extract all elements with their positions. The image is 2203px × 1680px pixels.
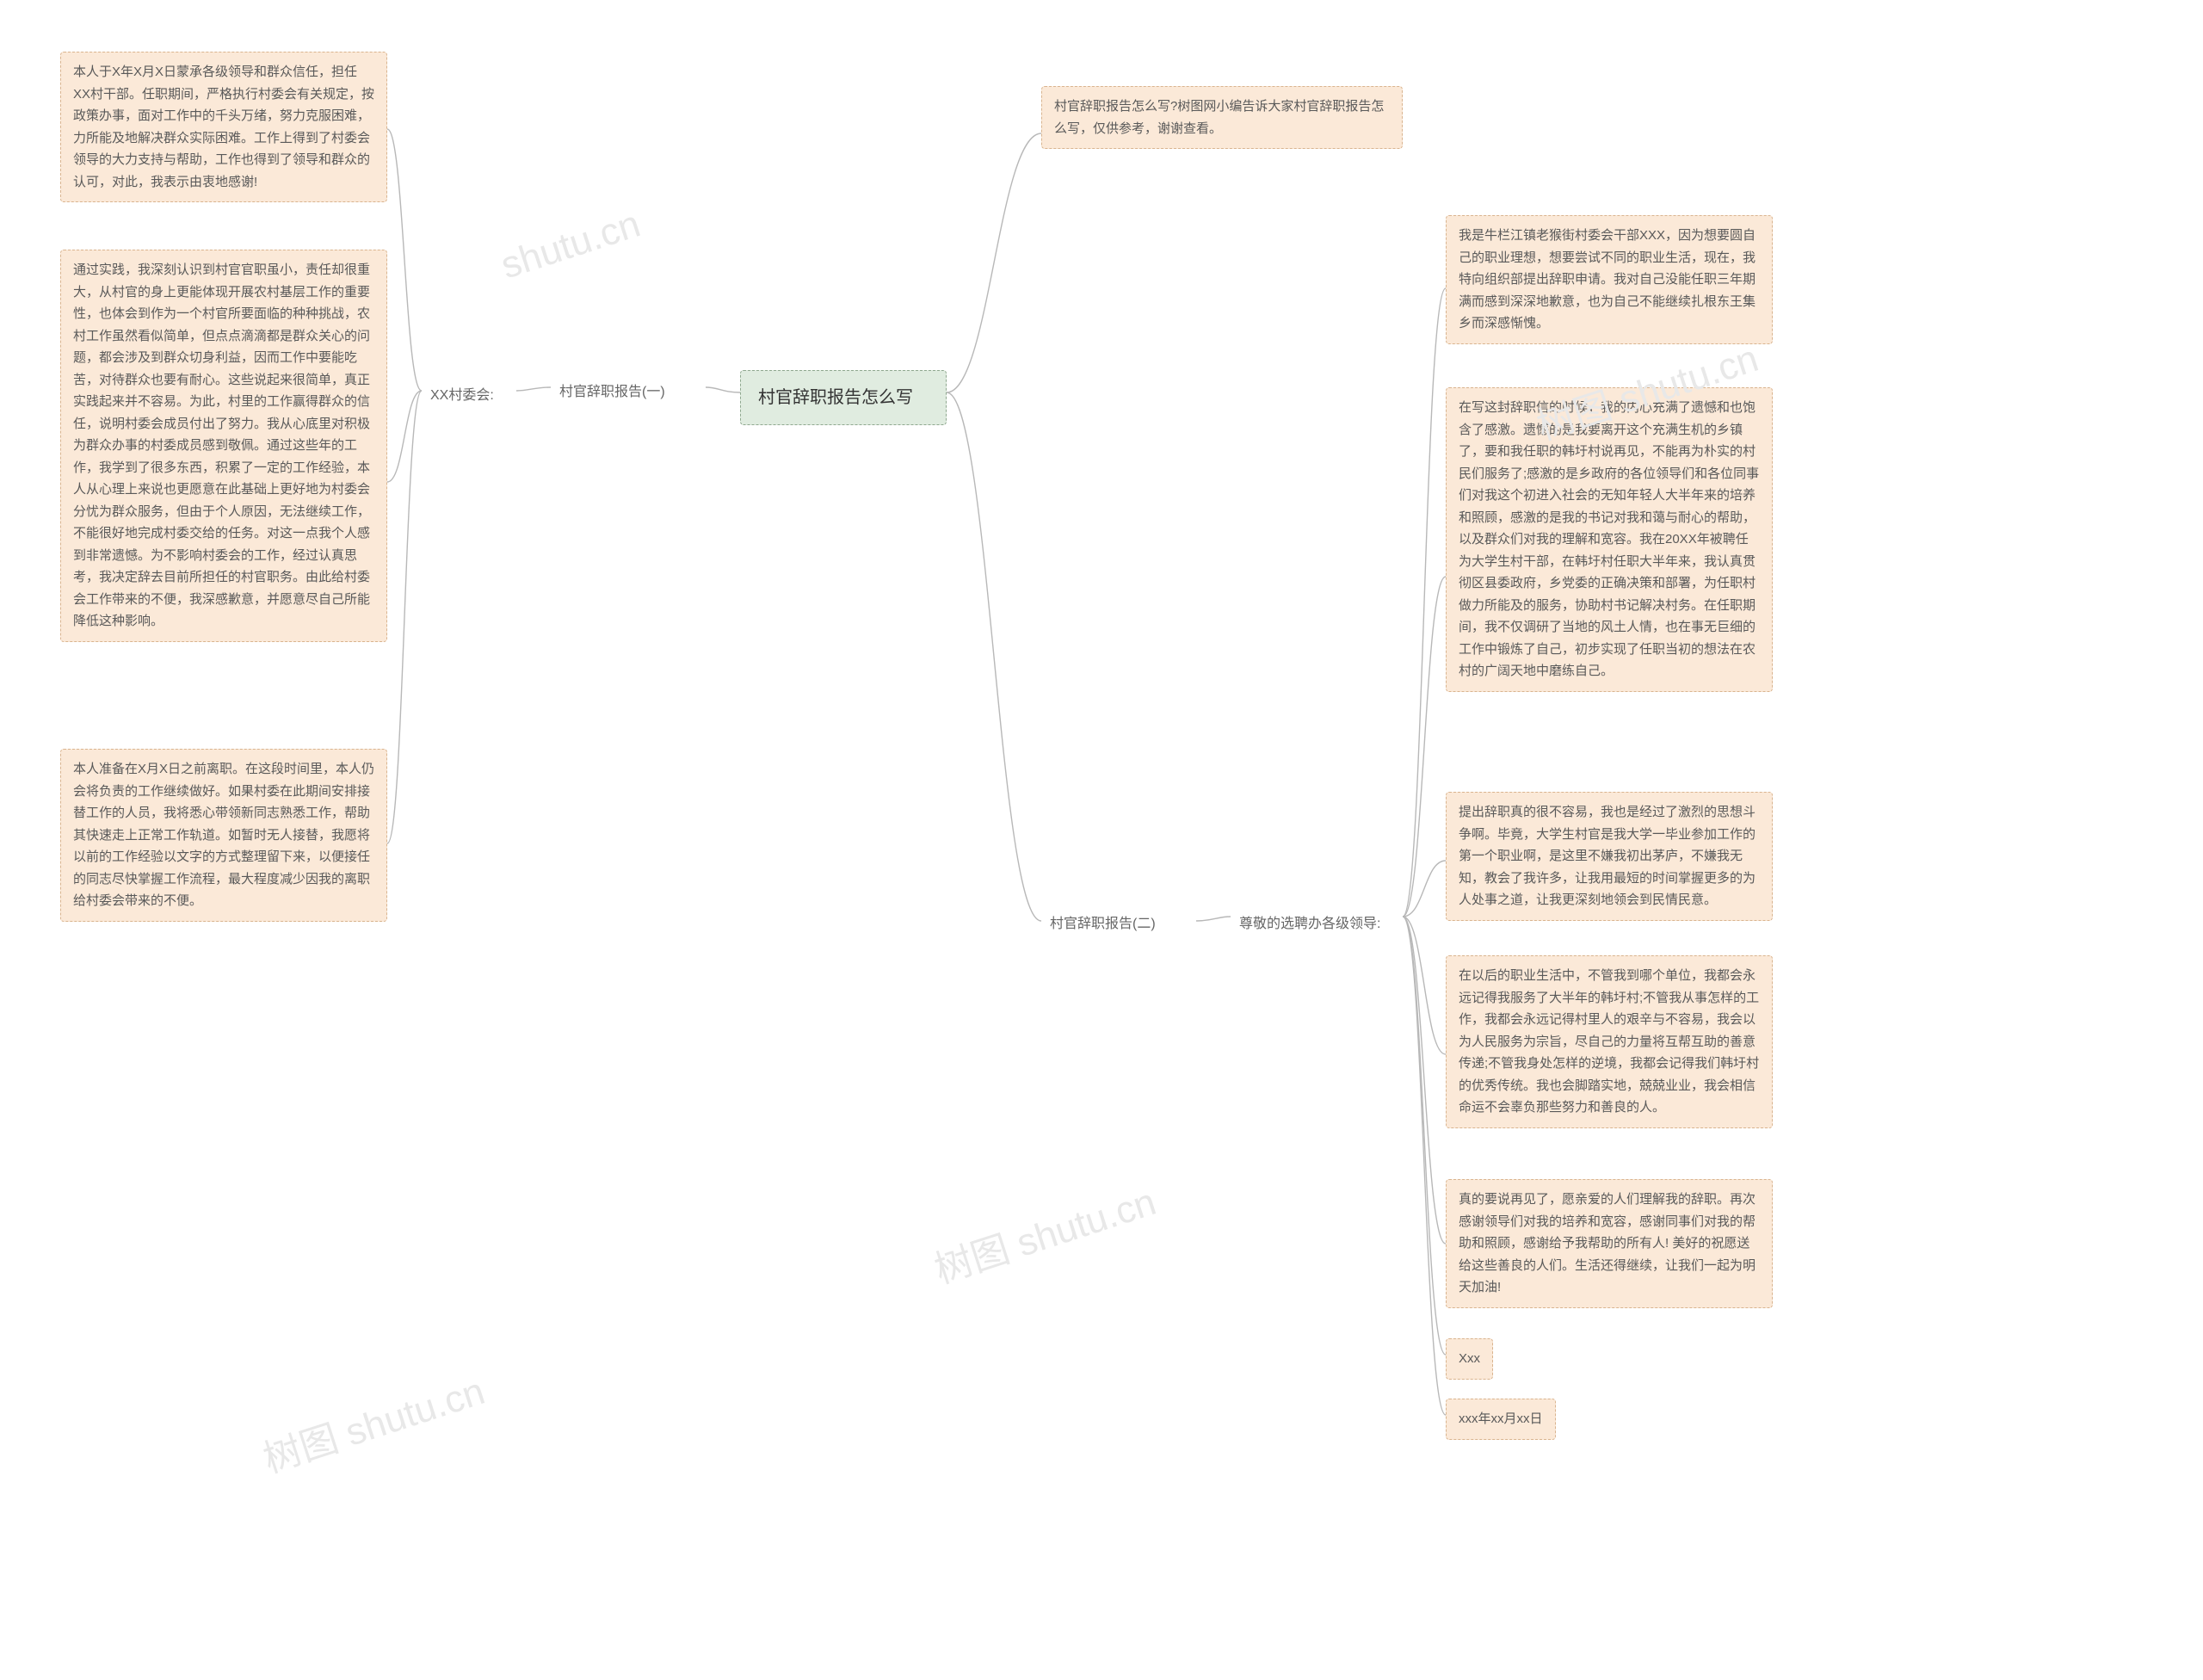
intro-text: 村官辞职报告怎么写?树图网小编告诉大家村官辞职报告怎么写，仅供参考，谢谢查看。: [1054, 99, 1384, 136]
report1-addressee[interactable]: XX村委会:: [422, 379, 503, 412]
report2-label[interactable]: 村官辞职报告(二): [1041, 907, 1164, 941]
report2-para1[interactable]: 我是牛栏江镇老猴街村委会干部XXX，因为想要圆自己的职业理想，想要尝试不同的职业…: [1446, 215, 1773, 344]
report2-para5[interactable]: 真的要说再见了，愿亲爱的人们理解我的辞职。再次感谢领导们对我的培养和宽容，感谢同…: [1446, 1179, 1773, 1308]
report2-para4[interactable]: 在以后的职业生活中，不管我到哪个单位，我都会永远记得我服务了大半年的韩圩村;不管…: [1446, 955, 1773, 1128]
intro-node[interactable]: 村官辞职报告怎么写?树图网小编告诉大家村官辞职报告怎么写，仅供参考，谢谢查看。: [1041, 86, 1403, 149]
report1-para3[interactable]: 本人准备在X月X日之前离职。在这段时间里，本人仍会将负责的工作继续做好。如果村委…: [60, 749, 387, 922]
report1-para1[interactable]: 本人于X年X月X日蒙承各级领导和群众信任，担任XX村干部。任职期间，严格执行村委…: [60, 52, 387, 202]
report2-date[interactable]: xxx年xx月xx日: [1446, 1399, 1556, 1440]
report2-para3[interactable]: 提出辞职真的很不容易，我也是经过了激烈的思想斗争啊。毕竟，大学生村官是我大学一毕…: [1446, 792, 1773, 921]
watermark: 树图 shutu.cn: [256, 1360, 491, 1483]
report1-para2[interactable]: 通过实践，我深刻认识到村官官职虽小，责任却很重大，从村官的身上更能体现开展农村基…: [60, 250, 387, 642]
report2-addressee[interactable]: 尊敬的选聘办各级领导:: [1231, 907, 1389, 941]
watermark: 树图 shutu.cn: [927, 1170, 1162, 1294]
report2-sign[interactable]: Xxx: [1446, 1338, 1493, 1380]
report2-para2[interactable]: 在写这封辞职信的时候，我的内心充满了遗憾和也饱含了感激。遗憾的是我要离开这个充满…: [1446, 387, 1773, 692]
watermark: shutu.cn: [496, 203, 645, 288]
report1-label[interactable]: 村官辞职报告(一): [551, 375, 674, 409]
root-node[interactable]: 村官辞职报告怎么写: [740, 370, 947, 425]
root-text: 村官辞职报告怎么写: [758, 388, 913, 407]
